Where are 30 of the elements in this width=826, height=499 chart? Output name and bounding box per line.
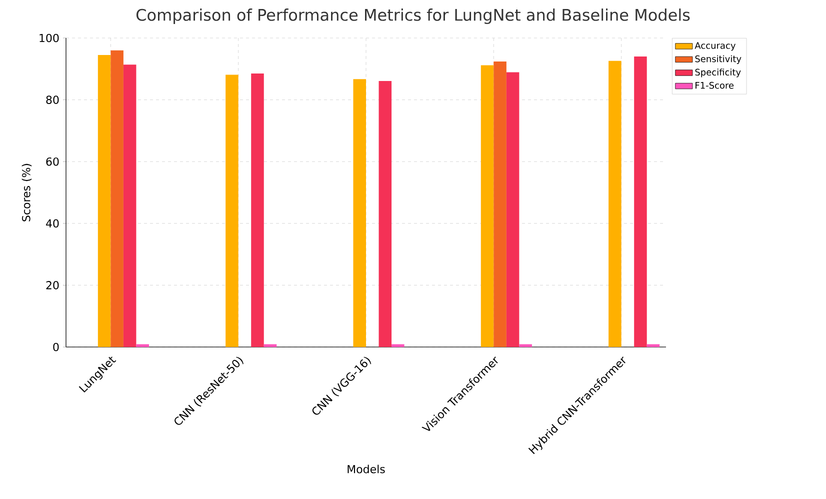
bar (110, 50, 124, 347)
bar (136, 344, 149, 347)
bar (392, 344, 404, 347)
y-tick-label: 60 (46, 157, 59, 166)
legend-label: Sensitivity (695, 55, 742, 64)
bar (226, 74, 238, 347)
bar (353, 79, 366, 347)
bar (123, 64, 136, 347)
bar (98, 54, 111, 347)
bar (519, 344, 532, 347)
bar (480, 65, 494, 347)
bar (494, 61, 506, 347)
y-tick-label: 80 (46, 96, 59, 104)
legend-label: F1-Score (696, 82, 734, 89)
bar (506, 72, 520, 347)
y-tick-label: 40 (46, 219, 59, 228)
bar (264, 344, 277, 347)
bar (608, 60, 622, 347)
bar (378, 80, 392, 347)
y-tick-label: 20 (46, 281, 59, 290)
y-tick-label: 0 (53, 342, 59, 352)
bar (251, 74, 264, 347)
bar (646, 344, 660, 347)
y-tick-label: 100 (40, 34, 59, 42)
y-axis-title: Scores (%) (22, 164, 32, 222)
x-axis-title: Models (348, 464, 385, 474)
legend-label: Specificity (695, 68, 741, 78)
bar (634, 56, 647, 347)
legend-label: Accuracy (694, 42, 736, 51)
chart-title: Comparison of Performance Metrics for LungNet and Baseline Models (136, 8, 690, 24)
